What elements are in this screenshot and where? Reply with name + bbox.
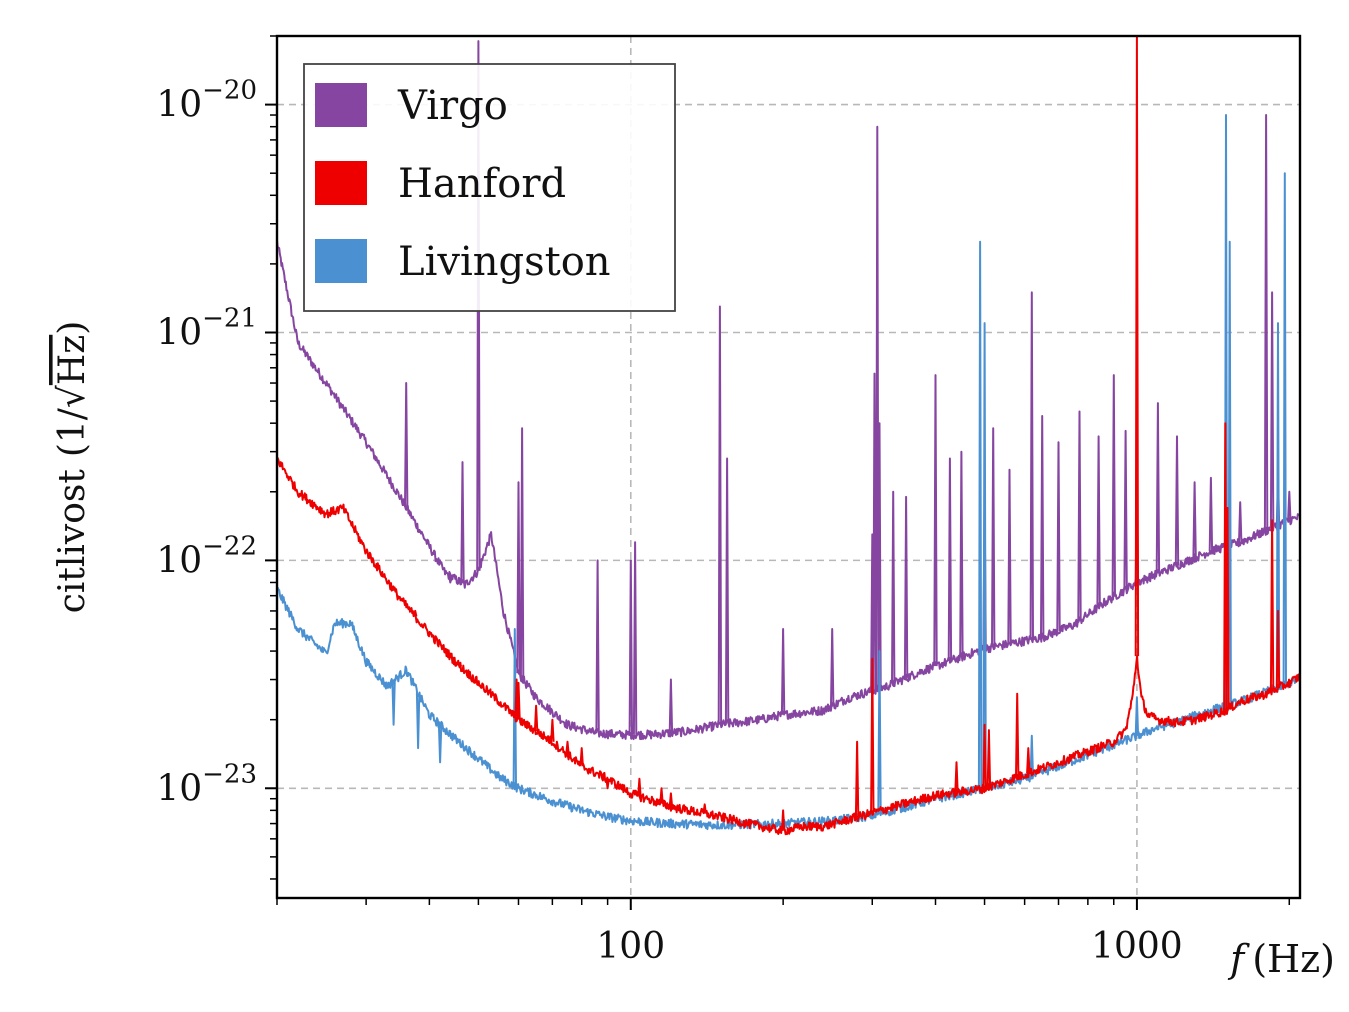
y-tick-label: 10−21 bbox=[156, 303, 257, 353]
y-tick-label: 10−22 bbox=[156, 531, 257, 581]
y-tick-exponent: −21 bbox=[202, 303, 257, 333]
y-tick-label: 10−23 bbox=[156, 759, 257, 809]
y-tick-base: 10 bbox=[156, 768, 202, 809]
y-tick-base: 10 bbox=[156, 312, 202, 353]
y-tick-exponent: −20 bbox=[202, 76, 257, 106]
x-axis-unit: (Hz) bbox=[1252, 937, 1335, 981]
y-axis-unit-rooted: Hz bbox=[52, 335, 93, 385]
y-tick-exponent: −22 bbox=[202, 531, 257, 561]
y-axis-unit-close: ) bbox=[52, 321, 93, 335]
legend: Virgo Hanford Livingston bbox=[303, 63, 676, 312]
series-line-hanford bbox=[277, 36, 1300, 836]
x-axis-variable: f bbox=[1227, 937, 1250, 981]
legend-label-virgo: Virgo bbox=[397, 83, 508, 129]
x-tick-label: 100 bbox=[596, 926, 665, 967]
legend-label-livingston: Livingston bbox=[398, 239, 611, 285]
x-axis-label: f (Hz) bbox=[1227, 937, 1335, 981]
y-axis-label: citlivost (1/√Hz) bbox=[52, 321, 93, 614]
legend-swatch-livingston bbox=[315, 239, 367, 283]
y-axis-word: citlivost bbox=[52, 469, 93, 614]
series-line-livingston bbox=[277, 114, 1300, 831]
y-axis-unit-open: (1/ bbox=[52, 407, 93, 457]
y-tick-base: 10 bbox=[156, 540, 202, 581]
plot-frame bbox=[275, 34, 1302, 900]
x-tick-label: 1000 bbox=[1091, 926, 1183, 967]
y-tick-exponent: −23 bbox=[202, 759, 257, 789]
series-layer bbox=[277, 36, 1300, 836]
legend-swatch-virgo bbox=[315, 83, 367, 127]
y-tick-base: 10 bbox=[156, 85, 202, 126]
legend-label-hanford: Hanford bbox=[398, 161, 566, 207]
legend-swatch-hanford bbox=[315, 161, 367, 205]
y-axis-unit-root: √ bbox=[52, 385, 93, 408]
y-tick-label: 10−20 bbox=[156, 76, 257, 126]
